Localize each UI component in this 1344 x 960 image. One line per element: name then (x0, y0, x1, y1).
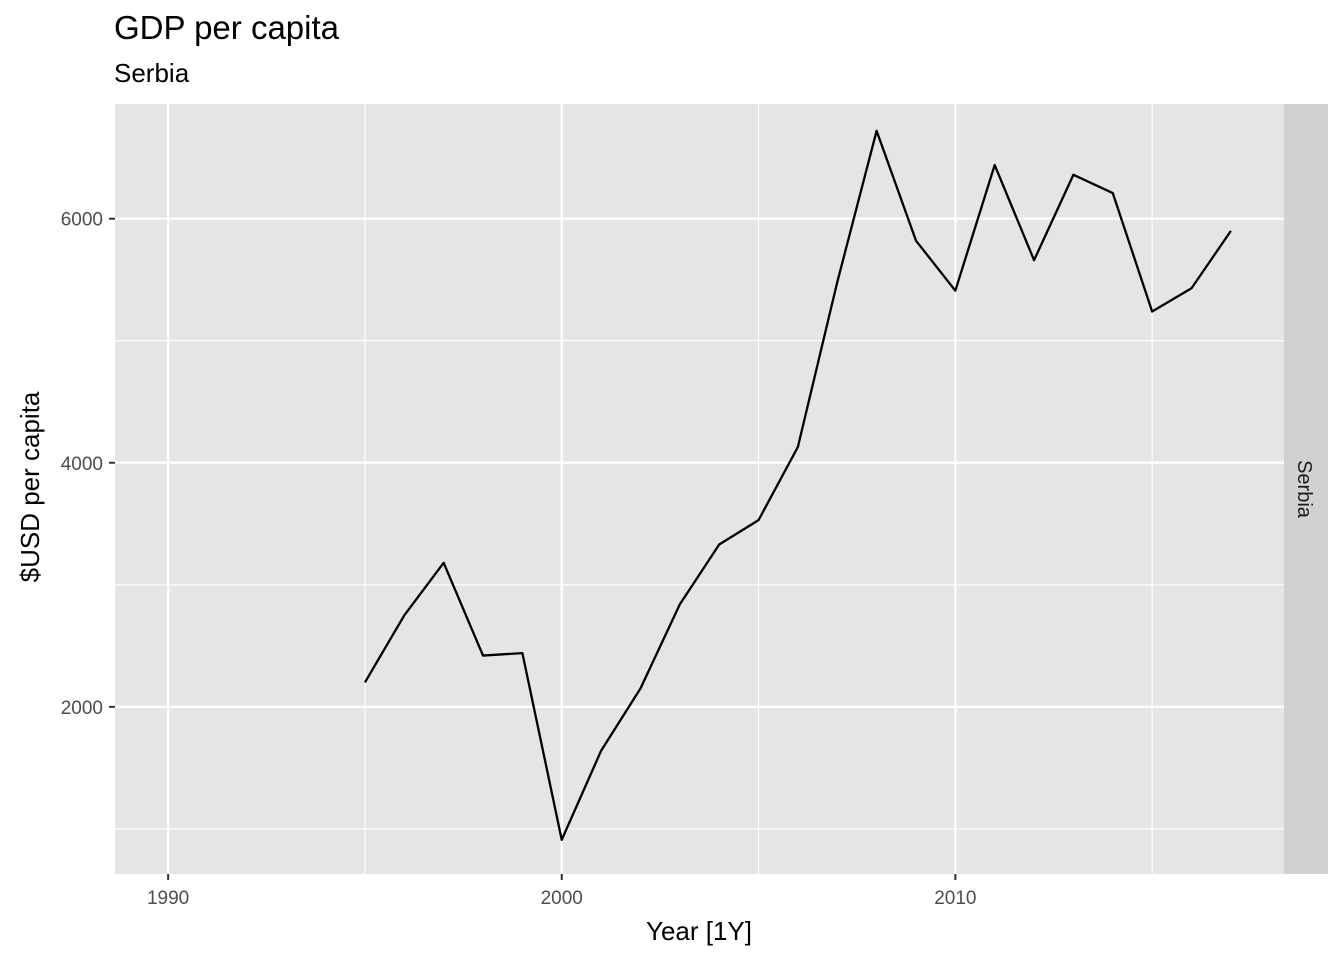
series-line (363, 129, 1232, 841)
y-tick-label: 2000 (61, 698, 103, 719)
x-axis-title: Year [1Y] (646, 916, 752, 946)
minor-gridlines (115, 104, 1284, 874)
y-axis: 2000 4000 6000 (61, 210, 115, 719)
chart-subtitle: Serbia (114, 58, 190, 88)
x-tick-label: 2010 (934, 888, 976, 909)
facet-strip: Serbia (1284, 104, 1328, 874)
panel-background (115, 104, 1284, 874)
y-axis-title: $USD per capita (15, 391, 45, 582)
plot-panel (115, 104, 1284, 874)
y-tick-label: 6000 (61, 210, 103, 231)
chart-title: GDP per capita (114, 9, 340, 46)
x-tick-label: 2000 (541, 888, 583, 909)
y-tick-label: 4000 (61, 454, 103, 475)
facet-strip-background (1284, 104, 1328, 874)
x-tick-label: 1990 (147, 888, 189, 909)
facet-strip-label: Serbia (1293, 460, 1315, 519)
major-gridlines (115, 104, 1284, 874)
x-axis: 1990 2000 2010 (147, 874, 976, 909)
